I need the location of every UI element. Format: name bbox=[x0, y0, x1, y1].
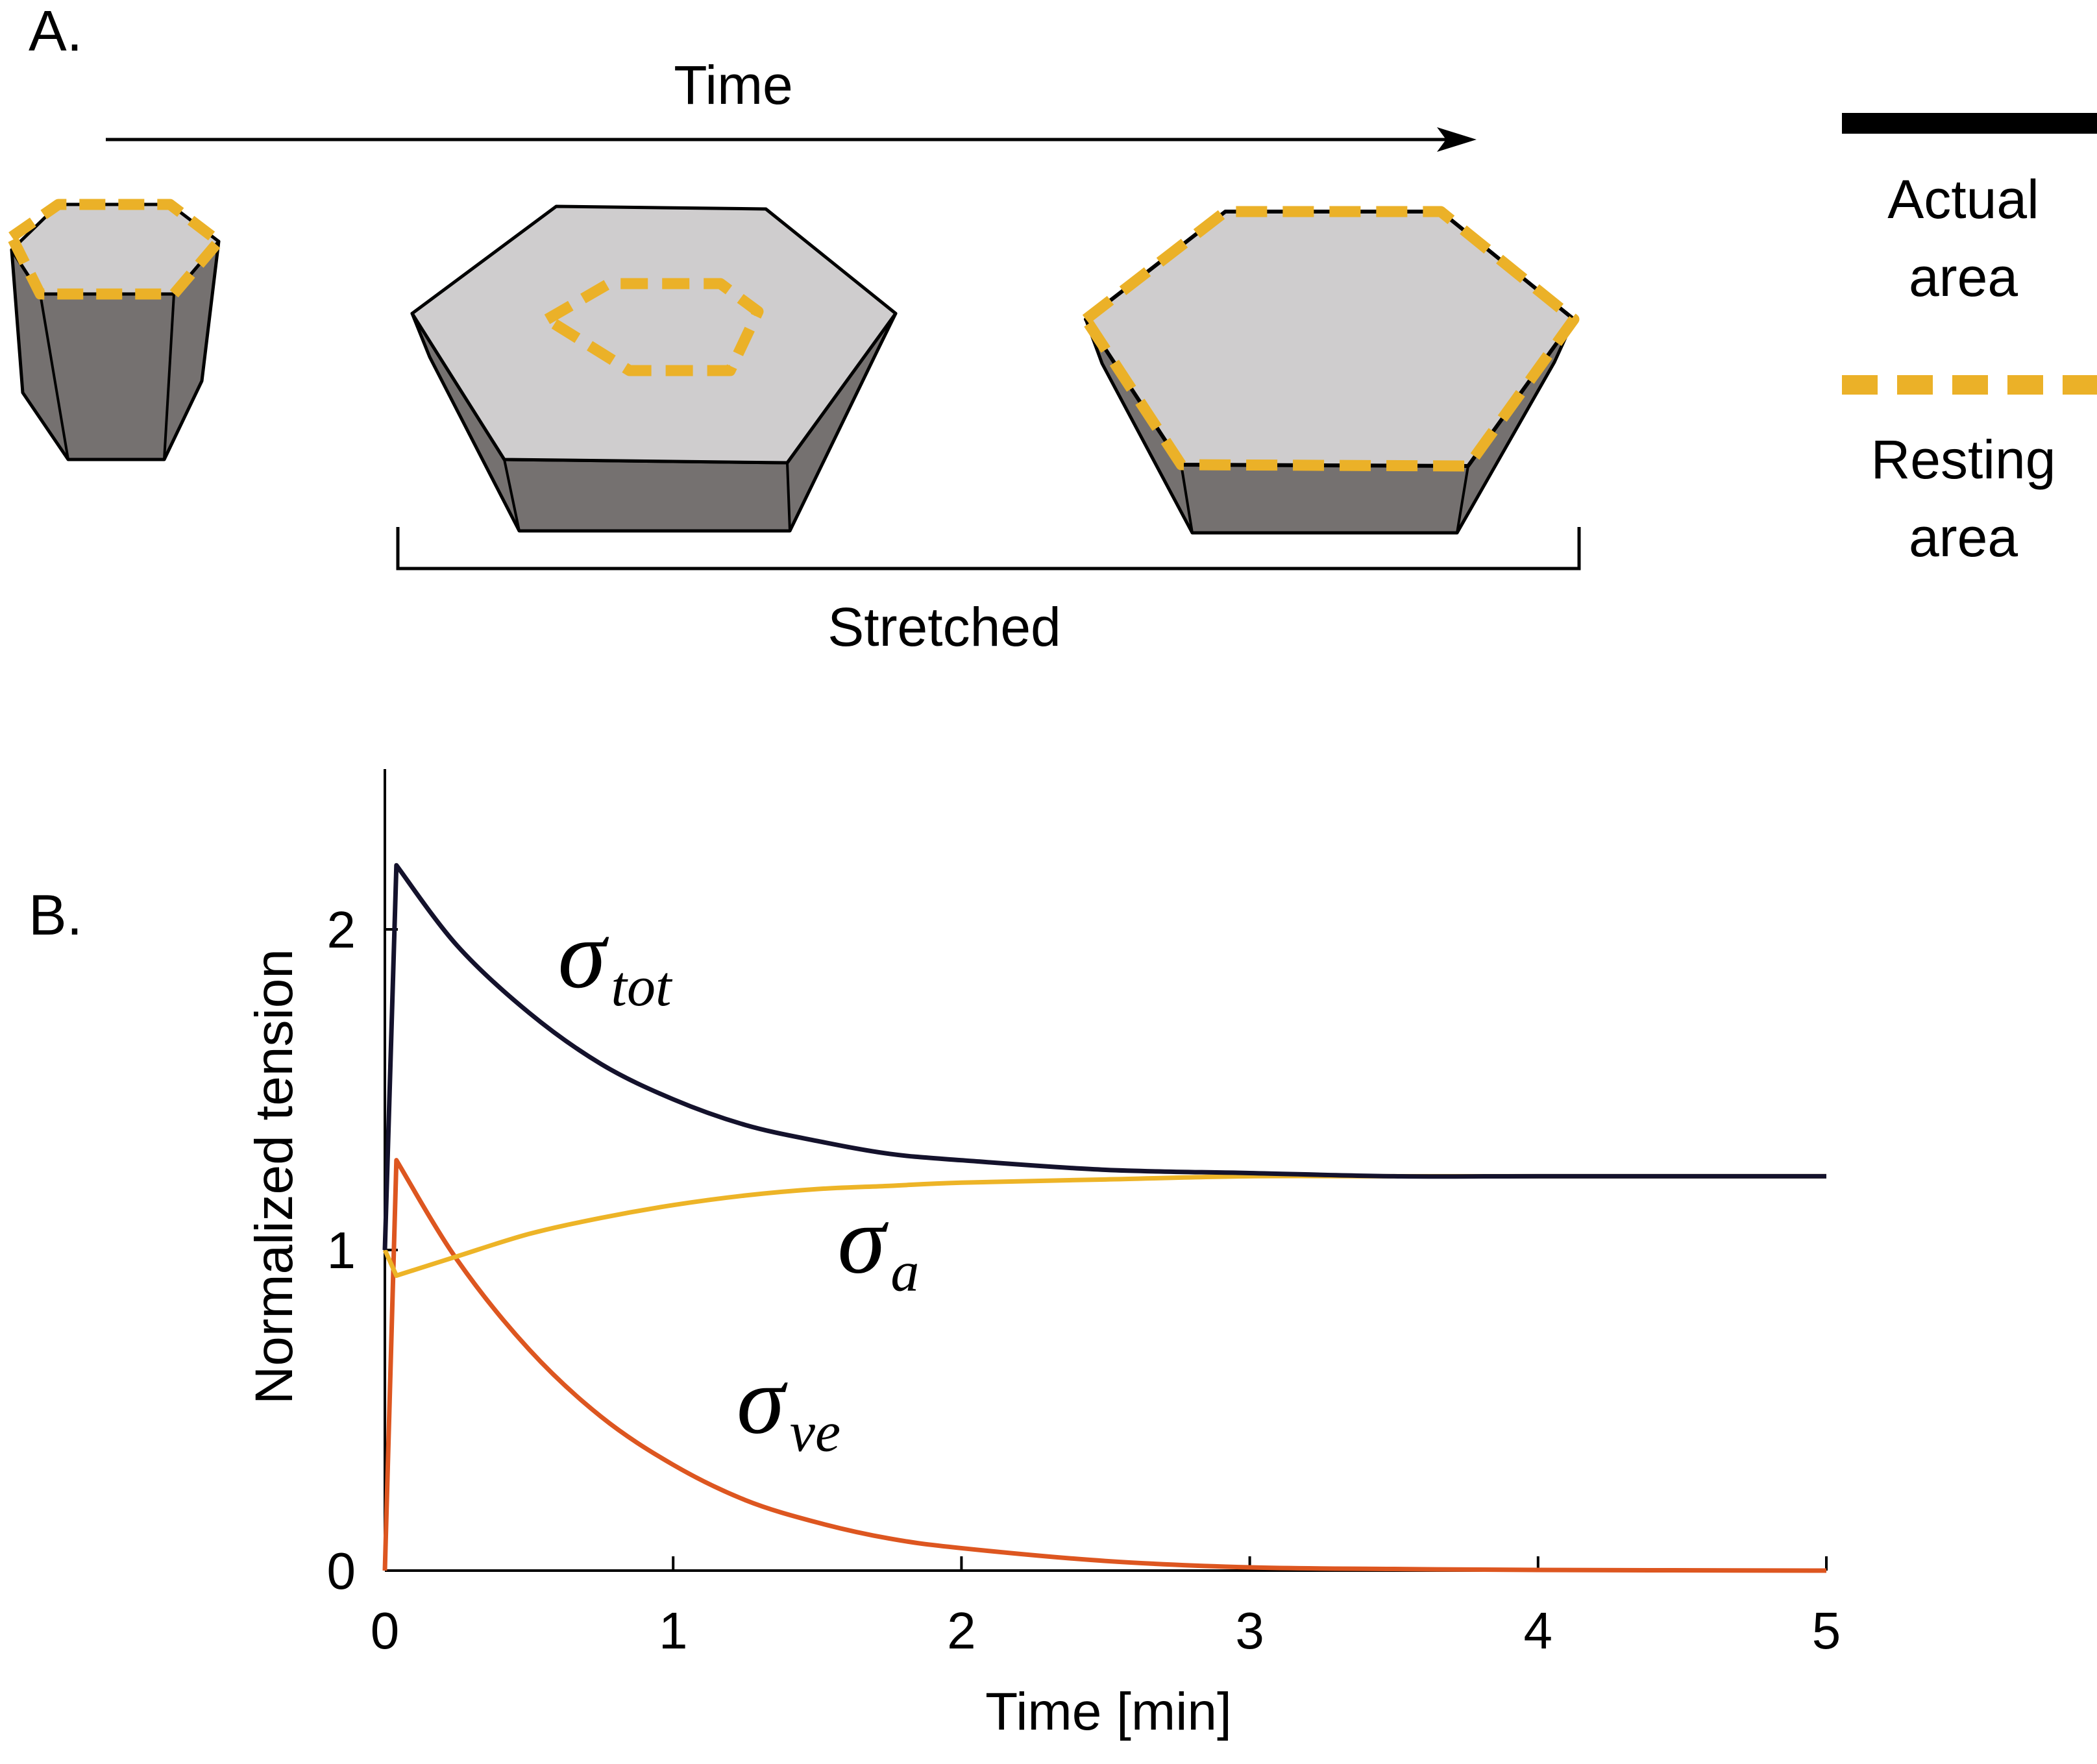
x-tick-label: 5 bbox=[1812, 1602, 1841, 1660]
time-label: Time bbox=[674, 55, 793, 116]
series-label-ve: σve bbox=[737, 1347, 840, 1464]
panel-b-label: B. bbox=[29, 883, 82, 947]
y-axis-label: Normalized tension bbox=[245, 949, 304, 1404]
y-tick-label: 0 bbox=[327, 1542, 356, 1600]
cell-stretched-early bbox=[410, 204, 898, 533]
tension-chart: 0 1 2 3 4 5 0 1 2 σtot σa σve Time [min] Normaliz… bbox=[245, 769, 1841, 1741]
series-label-a: σa bbox=[837, 1186, 919, 1304]
panel-a: A. Time bbox=[6, 0, 2097, 657]
stretched-label: Stretched bbox=[828, 596, 1061, 657]
legend-resting-label-line1: Resting bbox=[1871, 429, 2056, 490]
cell-stretched-early-resting-outline bbox=[541, 278, 764, 376]
series-labels: σtot σa σve bbox=[558, 901, 920, 1464]
cell-stretched-late-edge bbox=[1180, 464, 1194, 533]
series-line-a bbox=[382, 1173, 1826, 1279]
cell-stretched-late-edge bbox=[1456, 465, 1469, 533]
panel-a-label: A. bbox=[29, 0, 82, 63]
series-line-tot bbox=[382, 863, 1826, 1251]
x-tick-label: 2 bbox=[947, 1602, 976, 1660]
cell-resting-edge bbox=[39, 293, 69, 460]
cell-stretched-early-edge bbox=[503, 459, 521, 532]
series-line-ve bbox=[382, 1158, 1827, 1573]
panel-b: B. 0 1 2 3 4 5 0 1 2 σtot σa σve Time [min] Norma… bbox=[29, 769, 1841, 1741]
cell-stretched-early-edge bbox=[786, 462, 791, 532]
legend-actual-label-line2: area bbox=[1909, 247, 2018, 308]
cell-stretched-late bbox=[1080, 206, 1580, 535]
series-lines bbox=[382, 863, 1827, 1573]
legend: Actual area Resting area bbox=[1842, 113, 2097, 568]
x-tick-label: 3 bbox=[1235, 1602, 1264, 1660]
y-tick-label: 2 bbox=[327, 901, 356, 959]
stretched-bracket-line bbox=[396, 527, 1581, 570]
legend-resting-label-line2: area bbox=[1909, 507, 2018, 568]
y-ticks: 0 1 2 bbox=[327, 901, 398, 1600]
cell-resting-resting-outline bbox=[6, 199, 225, 300]
cell-stretched-early-top bbox=[410, 204, 898, 465]
x-tick-label: 4 bbox=[1524, 1602, 1553, 1660]
series-label-tot: σtot bbox=[558, 901, 673, 1018]
time-arrow-head bbox=[1437, 127, 1477, 152]
cell-resting-edge bbox=[163, 293, 175, 460]
legend-actual-label-line1: Actual bbox=[1887, 169, 2039, 230]
x-tick-label: 1 bbox=[659, 1602, 688, 1660]
x-axis-label: Time [min] bbox=[985, 1682, 1232, 1741]
cell-resting bbox=[6, 199, 225, 461]
y-tick-label: 1 bbox=[327, 1221, 356, 1279]
stretched-bracket: Stretched bbox=[396, 527, 1581, 657]
cell-stretched-late-resting-outline bbox=[1080, 206, 1580, 472]
x-ticks: 0 1 2 3 4 5 bbox=[371, 1556, 1841, 1660]
x-tick-label: 0 bbox=[371, 1602, 400, 1660]
